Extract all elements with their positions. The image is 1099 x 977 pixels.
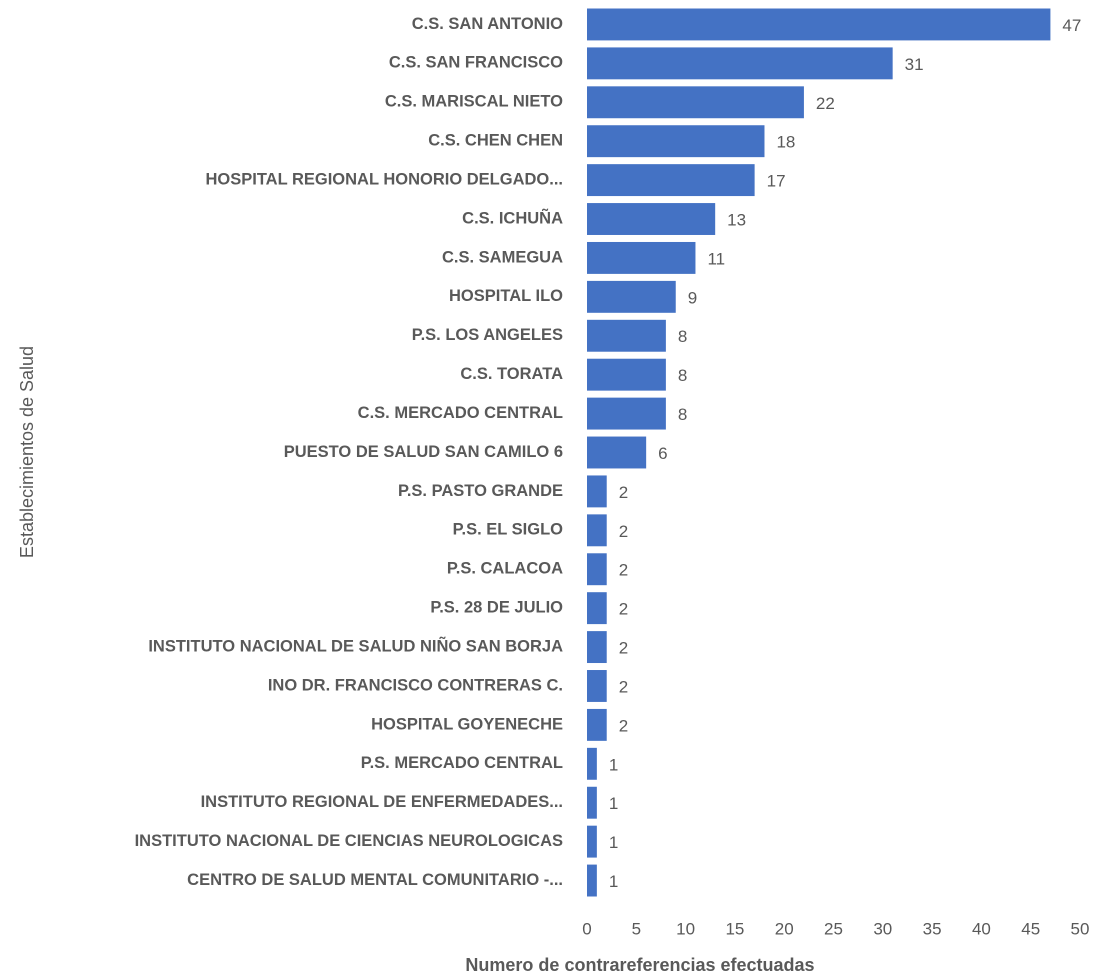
bar [587,280,676,313]
y-tick-label: C.S. TORATA [460,365,563,383]
x-axis-title: Numero de contrareferencias efectuadas [465,955,814,975]
x-tick-label: 40 [972,919,991,938]
bar [587,436,647,469]
value-label: 13 [727,211,746,230]
y-axis-title: Establecimientos de Salud [17,346,37,558]
value-label: 31 [905,55,924,74]
bar [587,631,607,664]
value-label: 2 [619,561,628,580]
bar [587,475,607,508]
x-tick-label: 45 [1021,919,1040,938]
y-tick-label: HOSPITAL ILO [449,287,563,305]
bar [587,319,666,352]
value-label: 9 [688,288,697,307]
x-tick-label: 30 [873,919,892,938]
y-tick-label: INSTITUTO REGIONAL DE ENFERMEDADES... [201,793,563,811]
value-label: 6 [658,444,667,463]
y-tick-label: P.S. EL SIGLO [453,521,564,539]
x-tick-label: 20 [775,919,794,938]
y-tick-label: C.S. SAN FRANCISCO [389,54,563,72]
x-tick-label: 35 [923,919,942,938]
value-label: 17 [767,172,786,191]
y-tick-label: P.S. CALACOA [447,560,563,578]
y-tick-label: HOSPITAL GOYENECHE [371,715,563,733]
bar [587,203,716,235]
y-tick-label: P.S. LOS ANGELES [412,326,563,344]
bar [587,8,1051,41]
x-tick-label: 25 [824,919,843,938]
bar [587,747,597,780]
bar [587,358,666,391]
bar [587,125,765,158]
y-tick-label: P.S. 28 DE JULIO [430,599,563,617]
value-label: 8 [678,366,687,385]
value-label: 2 [619,522,628,541]
y-tick-label: P.S. MERCADO CENTRAL [361,754,563,772]
y-tick-label: C.S. SAN ANTONIO [412,15,563,33]
y-tick-label: C.S. MARISCAL NIETO [385,93,563,111]
value-label: 2 [619,600,628,619]
y-tick-label: C.S. MERCADO CENTRAL [358,404,563,422]
bar [587,670,607,702]
value-label: 18 [776,133,795,152]
x-tick-label: 0 [582,919,591,938]
value-label: 22 [816,94,835,113]
value-label: 47 [1062,16,1081,35]
value-label: 2 [619,639,628,658]
y-tick-label: C.S. ICHUÑA [462,207,563,227]
value-label: 11 [707,249,725,268]
bar [587,397,666,430]
value-label: 8 [678,327,687,346]
value-label: 8 [678,405,687,424]
y-tick-label: INSTITUTO NACIONAL DE SALUD NIÑO SAN BOR… [148,635,563,655]
y-tick-label: INSTITUTO NACIONAL DE CIENCIAS NEUROLOGI… [135,832,563,850]
y-tick-label: CENTRO DE SALUD MENTAL COMUNITARIO -... [187,871,563,889]
bar [587,86,804,119]
bar [587,241,696,274]
bar [587,553,607,586]
y-tick-label: C.S. SAMEGUA [442,248,563,266]
bar [587,47,893,80]
bar [587,514,607,547]
value-label: 1 [609,833,618,852]
y-tick-label: PUESTO DE SALUD SAN CAMILO 6 [284,443,563,461]
bar [587,786,597,819]
x-tick-label: 50 [1071,919,1090,938]
x-tick-label: 15 [725,919,744,938]
y-tick-label: P.S. PASTO GRANDE [398,482,563,500]
x-tick-label: 10 [676,919,695,938]
bar [587,864,597,897]
value-label: 1 [609,794,618,813]
value-label: 1 [609,755,618,774]
value-label: 2 [619,483,628,502]
value-label: 2 [619,677,628,696]
x-tick-label: 5 [632,919,641,938]
y-tick-label: INO DR. FRANCISCO CONTRERAS C. [268,676,563,694]
bar [587,708,607,741]
value-label: 2 [619,716,628,735]
y-tick-label: C.S. CHEN CHEN [428,132,563,150]
bar [587,825,597,858]
bar [587,164,755,197]
bar [587,592,607,625]
y-tick-label: HOSPITAL REGIONAL HONORIO DELGADO... [205,170,563,188]
value-label: 1 [609,872,618,891]
